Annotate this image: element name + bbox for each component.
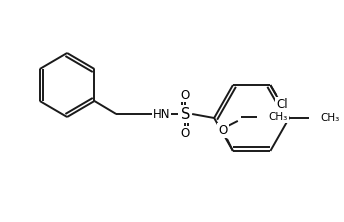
Text: HN: HN — [153, 107, 170, 121]
Text: O: O — [181, 127, 190, 139]
Text: S: S — [181, 107, 190, 121]
Text: O: O — [218, 124, 228, 137]
Text: Cl: Cl — [277, 98, 288, 111]
Text: CH₃: CH₃ — [321, 113, 340, 123]
Text: CH₃: CH₃ — [268, 112, 288, 122]
Text: O: O — [181, 89, 190, 101]
